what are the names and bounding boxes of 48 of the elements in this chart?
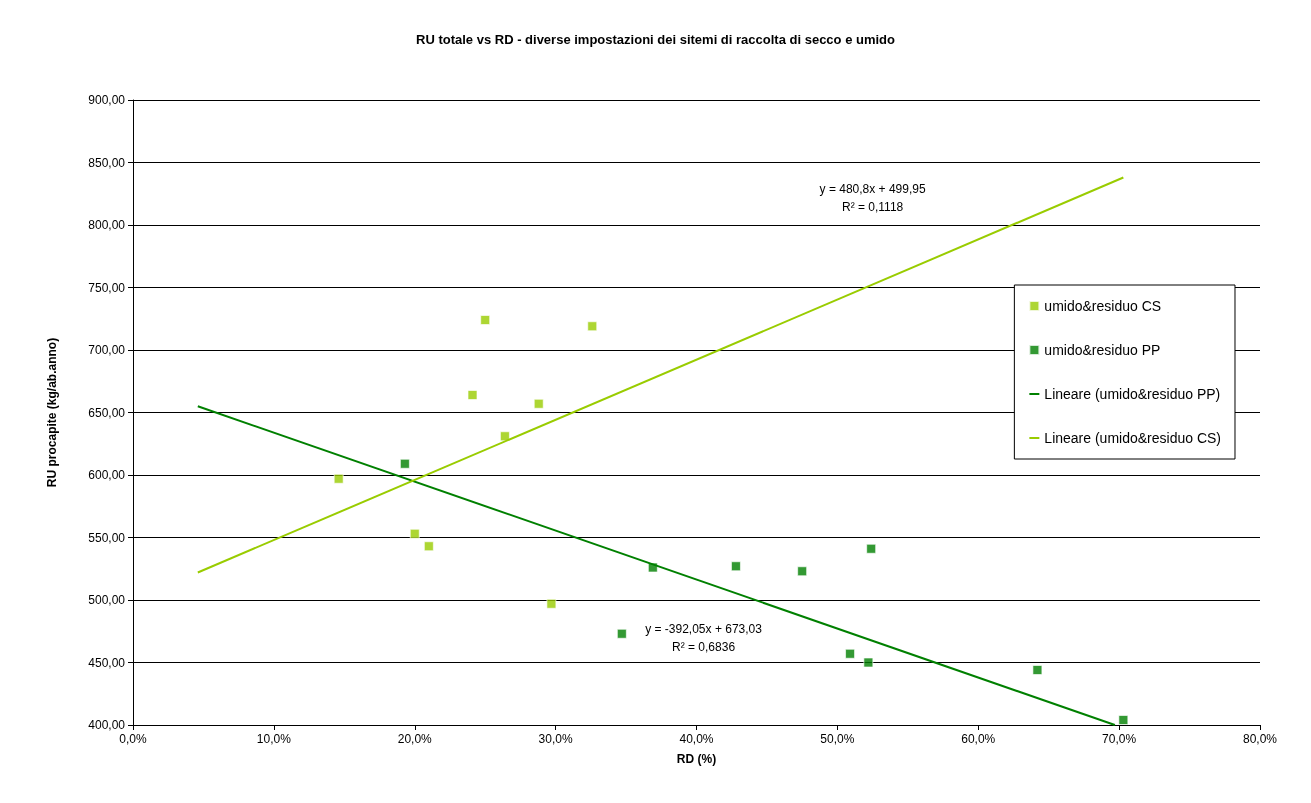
point [409,528,420,539]
y-tick-label: 450,00 [88,655,126,670]
point [863,657,874,668]
x-tick-label: 30,0% [538,732,573,746]
point [647,562,658,573]
x-tick-label: 70,0% [1102,732,1137,746]
y-tick-label: 500,00 [88,593,126,607]
point [500,431,510,442]
point [333,473,344,484]
point [399,458,410,469]
x-tick-label: 40,0% [679,732,714,746]
point [546,598,557,609]
point [616,628,627,639]
point [797,566,808,577]
point [845,648,855,659]
annotation: y = 480,8x + 499,95 R² = 0,1118 [819,181,926,214]
x-tick-label: 50,0% [820,732,855,746]
annotation: y = -392,05x + 673,03 R² = 0,6836 [645,621,763,654]
legend-label: Lineare (umido&residuo CS) [1044,430,1221,446]
y-tick-label: 600,00 [88,468,126,482]
y-tick-label: 550,00 [88,530,126,545]
point [480,315,491,325]
y-tick-label: 700,00 [88,343,126,357]
point [587,321,598,332]
x-tick-label: 20,0% [397,732,433,746]
point [731,561,741,572]
x-tick-label: 10,0% [256,732,292,746]
y-tick-label: 400,00 [88,718,126,732]
x-tick-label: 80,0% [1242,732,1278,746]
x-tick-label: 0,0% [119,732,147,746]
x-tick-label: 60,0% [961,732,996,746]
y-tick-label: 650,00 [88,405,126,420]
legend-label: umido&residuo PP [1044,342,1161,358]
y-tick-label: 750,00 [88,280,126,295]
point [866,543,877,554]
point [423,541,434,552]
y-tick-label: 800,00 [88,218,126,232]
legend-label: umido&residuo CS [1044,298,1162,314]
x-axis-title: RD (%) [676,752,717,766]
y-tick-label: 850,00 [88,155,126,170]
y-axis-title: RU procapite (kg/ab.anno) [45,337,59,488]
y-tick-label: 900,00 [88,93,126,107]
point [533,398,544,409]
point [1032,665,1043,675]
point [467,390,478,400]
chart-title: RU totale vs RD - diverse impostazioni dei sitemi di raccolta di secco e umido [416,32,896,47]
point [1118,715,1129,725]
legend-label: Lineare (umido&residuo PP) [1044,386,1221,402]
